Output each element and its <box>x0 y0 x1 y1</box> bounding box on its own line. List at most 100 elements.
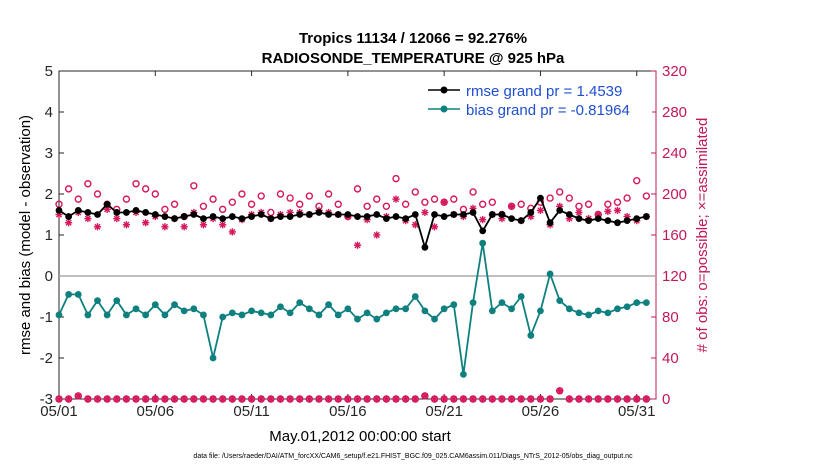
obs-assimilated-marker <box>180 223 188 231</box>
obs-assimilated-marker <box>65 219 73 227</box>
obs-possible-marker <box>392 174 400 183</box>
obs-bottom-assimilated-marker <box>238 395 246 403</box>
obs-bottom-assimilated-stroke <box>508 395 515 403</box>
rmse-point <box>219 215 227 223</box>
obs-assimilated-marker <box>199 221 208 229</box>
obs-assimilated-marker <box>142 219 150 227</box>
rmse-point <box>585 217 592 225</box>
obs-possible-marker <box>305 192 314 200</box>
rmse-point <box>94 211 101 218</box>
obs-possible-marker <box>74 195 82 203</box>
obs-bottom-assimilated-stroke <box>469 395 477 403</box>
rmse-point <box>248 213 255 220</box>
obs-bottom-assimilated-marker <box>430 395 439 403</box>
obs-assimilated-marker <box>507 202 516 210</box>
obs-bottom-assimilated-marker <box>402 395 410 403</box>
obs-assimilated-marker <box>604 207 612 216</box>
bias-point <box>479 239 487 247</box>
obs-assimilated-marker <box>93 223 102 231</box>
obs-bottom-assimilated-stroke <box>65 395 72 403</box>
obs-bottom-assimilated-marker <box>450 395 458 403</box>
obs-possible-marker <box>151 190 159 198</box>
obs-assimilated-stroke <box>142 219 149 226</box>
obs-possible-marker <box>286 194 294 202</box>
bias-point <box>373 315 381 323</box>
obs-bottom-assimilated-stroke <box>354 395 361 403</box>
bias-point <box>382 309 390 317</box>
bias-point <box>94 297 101 304</box>
obs-assimilated-marker <box>479 216 487 224</box>
obs-assimilated-stroke <box>65 219 72 226</box>
rmse-point <box>431 211 438 218</box>
obs-bottom-assimilated-marker <box>122 395 131 403</box>
obs-assimilated-stroke <box>508 203 515 210</box>
obs-bottom-assimilated-stroke <box>123 395 130 403</box>
obs-bottom-assimilated-stroke <box>248 395 255 403</box>
bias-point <box>488 307 496 315</box>
bias-point <box>315 311 323 319</box>
rmse-point <box>604 217 612 225</box>
rmse-point <box>373 211 381 218</box>
rmse-point <box>363 213 371 220</box>
obs-bottom-assimilated-marker <box>507 395 516 403</box>
x-tick-label: 05/26 <box>522 403 560 420</box>
obs-bottom-assimilated-stroke <box>633 395 640 403</box>
obs-bottom-assimilated-stroke <box>364 395 371 403</box>
bias-point <box>594 307 602 315</box>
obs-assimilated-stroke <box>123 221 130 228</box>
bias-series <box>55 239 650 378</box>
x-axis-label: May.01,2012 00:00:00 start <box>269 428 451 445</box>
rmse-point <box>382 215 390 223</box>
obs-possible-marker <box>334 200 342 208</box>
x-tick-label: 05/01 <box>40 403 78 420</box>
obs-possible-marker <box>642 192 651 200</box>
obs-possible-marker <box>238 190 246 198</box>
obs-assimilated-marker <box>122 221 131 229</box>
obs-bottom-assimilated-stroke <box>142 395 149 403</box>
obs-bottom-assimilated-marker <box>305 395 313 403</box>
rmse-point <box>460 211 467 218</box>
rmse-point <box>402 215 410 223</box>
rmse-point <box>113 209 121 216</box>
obs-bottom-assimilated-marker <box>421 392 429 400</box>
obs-possible-marker <box>604 200 612 208</box>
obs-assimilated-stroke <box>479 216 486 223</box>
bias-point <box>633 299 641 307</box>
obs-bottom-assimilated-stroke <box>238 395 246 403</box>
obs-bottom-assimilated-marker <box>584 395 593 403</box>
rmse-point <box>392 213 400 220</box>
obs-bottom-assimilated-stroke <box>84 395 91 403</box>
bias-point <box>469 299 477 307</box>
obs-assimilated-stroke <box>431 223 438 230</box>
rmse-point <box>296 211 304 218</box>
bias-point <box>363 309 371 317</box>
x-tick-label: 05/11 <box>233 403 269 420</box>
y-tick-left-label: 2 <box>45 186 53 203</box>
bias-point <box>344 305 352 313</box>
obs-possible-marker <box>209 195 217 203</box>
obs-bottom-assimilated-stroke <box>450 395 457 403</box>
obs-assimilated-stroke <box>113 215 120 222</box>
y-tick-left-label: 1 <box>45 227 53 244</box>
obs-possible-marker <box>296 200 304 208</box>
rmse-point <box>132 207 140 214</box>
obs-bottom-assimilated-marker <box>604 395 612 403</box>
obs-assimilated-stroke <box>161 223 169 230</box>
obs-bottom-assimilated-stroke <box>315 395 323 403</box>
rmse-point <box>180 213 188 220</box>
rmse-point <box>103 200 111 208</box>
obs-possible-marker <box>623 194 631 202</box>
rmse-point <box>488 211 496 218</box>
obs-assimilated-stroke <box>614 207 621 214</box>
bias-point <box>161 311 169 319</box>
obs-assimilated-marker <box>575 208 583 217</box>
obs-bottom-assimilated-stroke <box>258 395 265 403</box>
obs-bottom-assimilated-stroke <box>556 387 563 394</box>
legend-rmse-label: rmse grand pr = 1.4539 <box>466 83 622 100</box>
rmse-point <box>546 219 554 227</box>
obs-bottom-assimilated-marker <box>170 395 179 403</box>
bias-point <box>286 309 294 317</box>
bias-point <box>132 305 140 313</box>
obs-bottom-assimilated-marker <box>74 392 82 400</box>
rmse-point <box>450 211 458 218</box>
